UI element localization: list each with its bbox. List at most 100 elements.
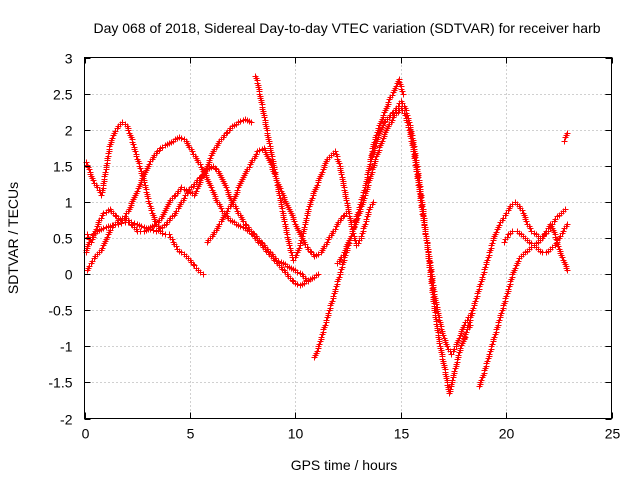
data-point xyxy=(489,341,496,348)
y-tick-label: -1.5 xyxy=(48,375,72,391)
data-point xyxy=(415,174,422,181)
data-point xyxy=(112,212,119,219)
data-point xyxy=(484,257,491,264)
data-point xyxy=(146,161,153,168)
chart-title: Day 068 of 2018, Sidereal Day-to-day VTE… xyxy=(93,20,600,36)
data-point xyxy=(404,112,411,119)
data-point xyxy=(294,269,301,276)
data-point xyxy=(256,147,263,154)
y-tick-label: 0.5 xyxy=(53,231,73,247)
data-point xyxy=(381,119,388,126)
data-point xyxy=(337,269,344,276)
data-point xyxy=(297,240,304,247)
data-point xyxy=(424,246,431,253)
data-point xyxy=(336,160,343,167)
data-point xyxy=(93,226,100,233)
series-satellite-track-12 xyxy=(501,221,571,256)
data-point xyxy=(137,165,144,172)
data-point xyxy=(395,103,402,110)
data-point xyxy=(281,218,288,225)
data-point xyxy=(218,205,225,212)
data-point xyxy=(130,141,137,148)
data-point xyxy=(380,122,387,129)
data-point xyxy=(340,213,347,220)
data-point xyxy=(493,229,500,236)
y-tick-label: -1 xyxy=(60,339,73,355)
y-tick-label: 3 xyxy=(65,51,73,67)
data-point xyxy=(307,248,314,255)
data-point xyxy=(314,348,321,355)
data-point xyxy=(138,223,145,230)
data-point xyxy=(379,138,386,145)
data-point xyxy=(332,286,339,293)
data-point xyxy=(84,231,91,238)
data-point xyxy=(100,225,107,232)
data-point xyxy=(289,277,296,284)
data-point xyxy=(338,171,345,178)
data-point xyxy=(128,221,135,228)
y-tick-label: 2 xyxy=(65,123,73,139)
data-point xyxy=(427,273,434,280)
data-point xyxy=(348,233,355,240)
data-point xyxy=(363,216,370,223)
data-point xyxy=(358,233,365,240)
y-tick-label: -0.5 xyxy=(48,303,72,319)
data-point xyxy=(86,166,93,173)
data-point xyxy=(477,281,484,288)
data-point xyxy=(449,377,456,384)
data-point xyxy=(512,265,519,272)
data-point xyxy=(233,205,240,212)
data-point xyxy=(463,329,470,336)
data-point xyxy=(102,169,109,176)
x-tick-label: 5 xyxy=(187,426,195,442)
data-point xyxy=(148,207,155,214)
data-point xyxy=(325,310,332,317)
data-point xyxy=(362,221,369,228)
data-point xyxy=(457,345,464,352)
data-point xyxy=(178,135,185,142)
data-point xyxy=(365,209,372,216)
data-point xyxy=(315,271,322,278)
data-point xyxy=(90,177,97,184)
data-point xyxy=(498,310,505,317)
data-point xyxy=(527,225,534,232)
data-point xyxy=(447,386,454,393)
data-point xyxy=(389,117,396,124)
data-point xyxy=(309,195,316,202)
data-point xyxy=(489,240,496,247)
data-point xyxy=(323,317,330,324)
data-point xyxy=(291,218,298,225)
data-point xyxy=(478,377,485,384)
data-point xyxy=(504,234,511,241)
data-point xyxy=(212,165,219,172)
y-tick-label: 2.5 xyxy=(53,87,73,103)
data-point xyxy=(146,200,153,207)
data-point xyxy=(451,368,458,375)
data-point xyxy=(370,199,377,206)
data-point xyxy=(132,148,139,155)
data-point xyxy=(340,252,347,259)
data-point xyxy=(400,91,407,98)
data-point xyxy=(423,237,430,244)
data-point xyxy=(88,239,95,246)
data-point xyxy=(104,234,111,241)
data-point xyxy=(318,334,325,341)
x-tick-label: 15 xyxy=(394,426,410,442)
data-point xyxy=(486,351,493,358)
data-point xyxy=(276,192,283,199)
data-point xyxy=(553,240,560,247)
x-tick-label: 25 xyxy=(605,426,621,442)
series-satellite-track-4 xyxy=(84,116,255,274)
data-point xyxy=(134,188,141,195)
data-point xyxy=(99,245,106,252)
data-point xyxy=(266,140,273,147)
data-point xyxy=(314,182,321,189)
data-point xyxy=(190,261,197,268)
data-point xyxy=(419,203,426,210)
y-tick-label: 1 xyxy=(65,195,73,211)
data-point xyxy=(237,223,244,230)
data-point xyxy=(296,245,303,252)
data-point xyxy=(564,130,571,137)
data-point xyxy=(412,154,419,161)
